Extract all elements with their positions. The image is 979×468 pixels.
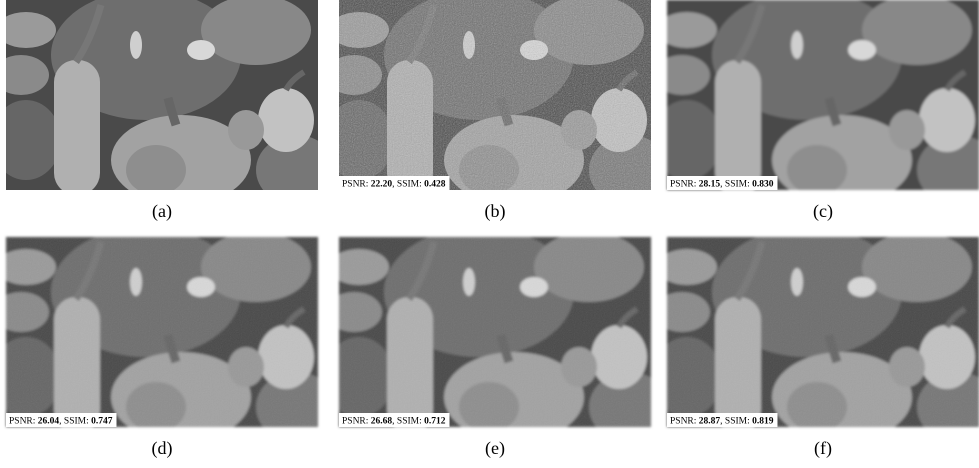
psnr-label: PSNR: (9, 417, 38, 427)
ssim: 0.712 (424, 417, 446, 427)
noise (339, 237, 651, 427)
psnr-label: PSNR: (670, 180, 699, 190)
metric-box (6, 413, 117, 427)
caption: (c) (813, 201, 833, 222)
panel: (d) PSNR: 26.04, SSIM: 0.747 (6, 237, 318, 459)
ssim: 0.428 (424, 180, 446, 190)
metrics: PSNR: 22.20, SSIM: 0.428 (342, 180, 446, 190)
metric-box (667, 176, 778, 190)
image (652, 0, 979, 205)
caption: (a) (152, 201, 172, 222)
ssim-label: , SSIM: (720, 180, 752, 190)
image (0, 0, 336, 205)
ssim-label: , SSIM: (392, 417, 424, 427)
metric-box (667, 413, 778, 427)
metrics: PSNR: 26.68, SSIM: 0.712 (342, 417, 446, 427)
panel: (c) PSNR: 28.15, SSIM: 0.830 (652, 0, 979, 222)
psnr: 26.04 (38, 417, 60, 427)
panel: (e) PSNR: 26.68, SSIM: 0.712 (339, 237, 651, 459)
ssim-label: , SSIM: (720, 417, 752, 427)
caption: (b) (485, 201, 506, 222)
panel: (f) PSNR: 28.87, SSIM: 0.819 (667, 237, 979, 459)
noise (339, 0, 651, 190)
ssim: 0.747 (91, 417, 113, 427)
metrics: PSNR: 26.04, SSIM: 0.747 (9, 417, 113, 427)
metrics: PSNR: 28.15, SSIM: 0.830 (670, 180, 774, 190)
metrics: PSNR: 28.87, SSIM: 0.819 (670, 417, 774, 427)
ssim-label: , SSIM: (392, 180, 424, 190)
caption: (d) (152, 438, 173, 459)
caption: (e) (485, 438, 505, 459)
ssim-label: , SSIM: (59, 417, 91, 427)
metric-box (339, 413, 450, 427)
noise (6, 237, 318, 427)
caption: (f) (814, 438, 832, 459)
metric-box (339, 176, 450, 190)
panel: (a) (0, 0, 336, 222)
psnr-label: PSNR: (342, 180, 371, 190)
psnr: 26.68 (371, 417, 393, 427)
psnr-label: PSNR: (670, 417, 699, 427)
ssim: 0.830 (752, 180, 774, 190)
psnr-label: PSNR: (342, 417, 371, 427)
psnr: 28.87 (699, 417, 721, 427)
panel: (b) PSNR: 22.20, SSIM: 0.428 (339, 0, 651, 222)
noise (667, 237, 979, 427)
ssim: 0.819 (752, 417, 774, 427)
psnr: 28.15 (699, 180, 721, 190)
psnr: 22.20 (371, 180, 393, 190)
